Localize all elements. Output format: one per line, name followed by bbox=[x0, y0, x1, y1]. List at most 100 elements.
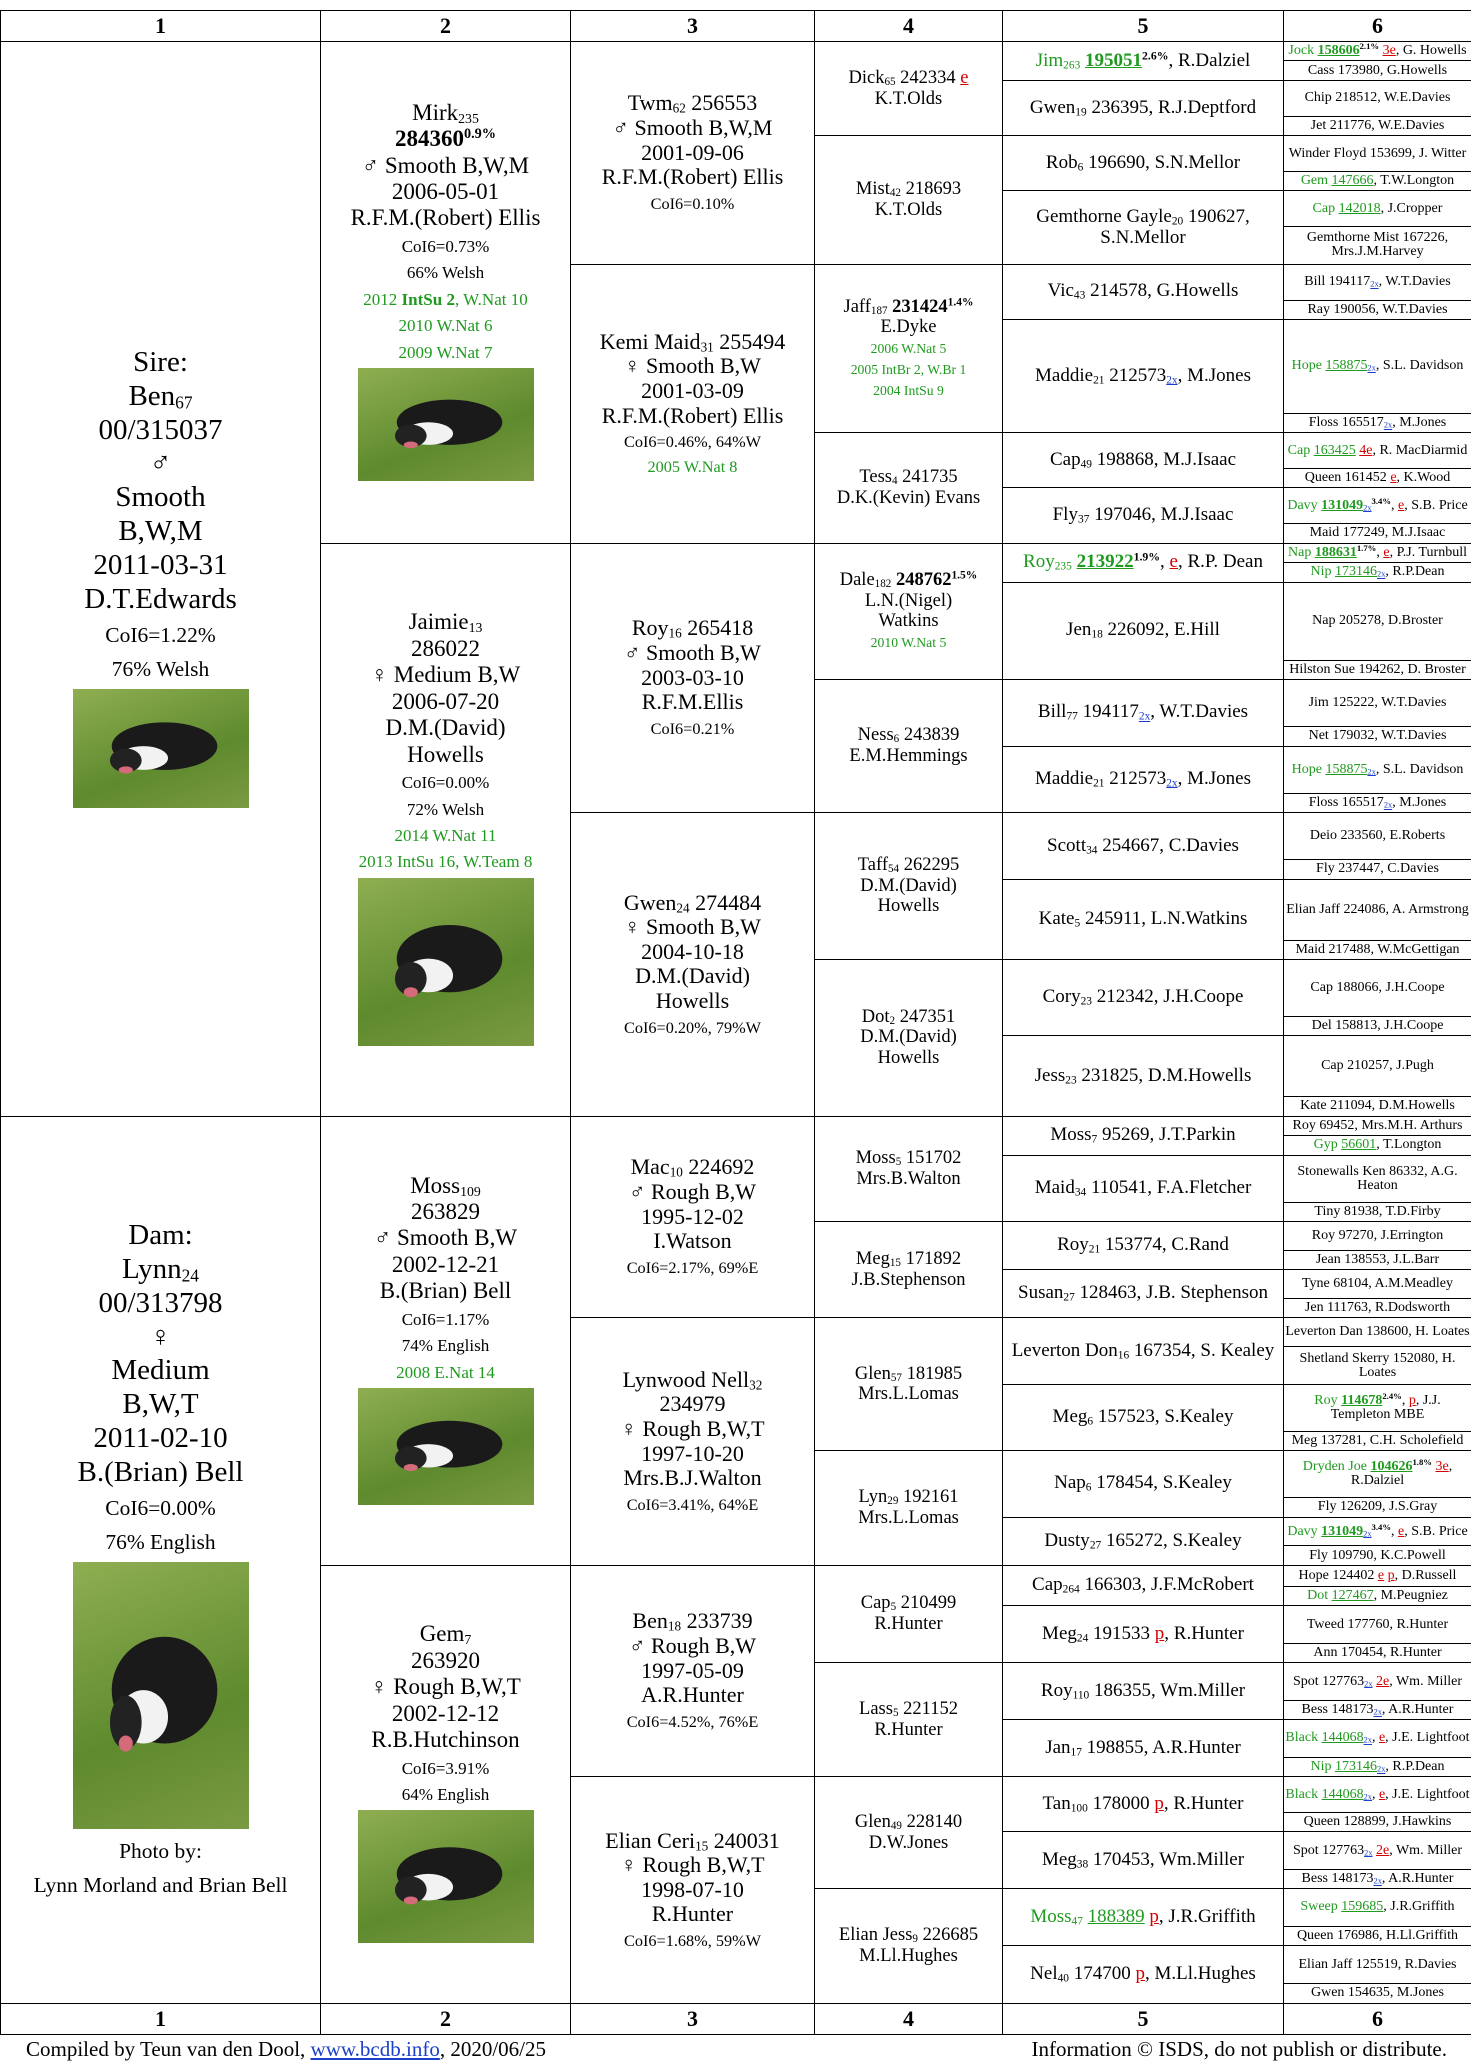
text-line: Meg 137281, C.H. Scholefield bbox=[1285, 1434, 1470, 1448]
text-line: 1998-07-10 bbox=[573, 1878, 812, 1903]
link[interactable]: 158875 bbox=[1325, 358, 1367, 373]
text: Spot 127763 bbox=[1293, 1843, 1364, 1858]
link[interactable]: 56601 bbox=[1341, 1137, 1376, 1152]
text-line: Rob6 196690, S.N.Mellor bbox=[1005, 153, 1281, 174]
link[interactable]: 147666 bbox=[1332, 173, 1374, 188]
text: Vic bbox=[1048, 280, 1074, 301]
text: Lynwood Nell bbox=[623, 1367, 750, 1392]
link[interactable]: 2x bbox=[1364, 1736, 1372, 1745]
link[interactable]: 173146 bbox=[1335, 564, 1377, 579]
link[interactable]: p bbox=[1155, 1623, 1165, 1644]
link[interactable]: 3e bbox=[1383, 43, 1396, 58]
text: Jock bbox=[1288, 43, 1317, 58]
link[interactable]: 158606 bbox=[1318, 43, 1360, 58]
link[interactable]: 158875 bbox=[1325, 762, 1367, 777]
link[interactable]: 2x bbox=[1364, 1792, 1372, 1801]
link[interactable]: 3e bbox=[1435, 1459, 1448, 1474]
text-line: CoI6=0.20%, 79%W bbox=[573, 1014, 812, 1039]
dog-cell: Roy235 2139221.9%, e, R.P. Dean bbox=[1003, 543, 1284, 582]
link[interactable]: 2x bbox=[1374, 1877, 1382, 1886]
text: Shetland Skerry 152080, H. Loates bbox=[1300, 1351, 1456, 1380]
link[interactable]: 2x bbox=[1367, 767, 1375, 776]
link[interactable]: p bbox=[1154, 1793, 1164, 1814]
link[interactable]: 4e bbox=[1359, 443, 1372, 458]
link[interactable]: e bbox=[1170, 551, 1178, 572]
text: 2004-10-18 bbox=[641, 939, 744, 964]
text: ♀ Smooth B,W bbox=[624, 353, 761, 378]
link[interactable]: 131049 bbox=[1321, 1524, 1363, 1539]
text: IntSu 2 bbox=[402, 290, 455, 309]
link[interactable]: www.bcdb.info bbox=[311, 2037, 440, 2061]
text: Elian Ceri bbox=[605, 1828, 695, 1853]
link[interactable]: 188631 bbox=[1315, 545, 1357, 560]
dog-cell: Davy 1310492x3.4%, e, S.B. Price bbox=[1284, 1517, 1471, 1546]
link[interactable]: 173146 bbox=[1335, 1759, 1377, 1774]
link[interactable]: 213922 bbox=[1077, 551, 1134, 572]
dog-cell: Bess 1481732x, A.R.Hunter bbox=[1284, 1700, 1471, 1719]
link[interactable]: 2x bbox=[1363, 1529, 1371, 1538]
text-line: Lyn29 192161 bbox=[817, 1487, 1000, 1508]
dog-cell: Fly 109790, K.C.Powell bbox=[1284, 1546, 1471, 1565]
text-line: 2006 W.Nat 5 bbox=[817, 338, 1000, 359]
text: CoI6=0.10% bbox=[651, 194, 735, 213]
link[interactable]: 144068 bbox=[1322, 1730, 1364, 1745]
link[interactable]: 2x bbox=[1166, 777, 1177, 789]
link[interactable]: 2x bbox=[1370, 280, 1378, 289]
text: , bbox=[1391, 1524, 1398, 1539]
text: CoI6=0.21% bbox=[651, 719, 735, 738]
link[interactable]: p bbox=[1136, 1963, 1146, 1984]
link[interactable]: 2x bbox=[1367, 364, 1375, 373]
dog-cell: Queen 128899, J.Hawkins bbox=[1284, 1812, 1471, 1831]
text-line: Nap6 178454, S.Kealey bbox=[1005, 1473, 1281, 1494]
link[interactable]: e bbox=[960, 68, 968, 88]
text: Del 158813, J.H.Coope bbox=[1312, 1018, 1444, 1033]
link[interactable]: 131049 bbox=[1321, 498, 1363, 513]
link[interactable]: 2e bbox=[1376, 1843, 1389, 1858]
link[interactable]: 2x bbox=[1384, 801, 1392, 810]
text-line: Mrs.B.J.Walton bbox=[573, 1466, 812, 1491]
text: , M.Ll.Hughes bbox=[1145, 1963, 1256, 1984]
dog-cell: Cap 163425 4e, R. MacDiarmid bbox=[1284, 433, 1471, 469]
text: 128463, J.B. Stephenson bbox=[1075, 1282, 1268, 1303]
link[interactable]: 127467 bbox=[1332, 1588, 1374, 1603]
link[interactable]: p bbox=[1149, 1906, 1159, 1927]
text: Lynn bbox=[122, 1253, 182, 1285]
text: Dam: bbox=[128, 1219, 192, 1251]
text-line: Nel40 174700 p, M.Ll.Hughes bbox=[1005, 1964, 1281, 1985]
link[interactable]: 2x bbox=[1374, 1708, 1382, 1717]
link[interactable]: 2x bbox=[1364, 1679, 1372, 1688]
text: Glen bbox=[855, 1364, 891, 1384]
link[interactable]: 2x bbox=[1139, 711, 1150, 723]
link[interactable]: 2x bbox=[1166, 374, 1177, 386]
link[interactable]: 2x bbox=[1364, 1848, 1372, 1857]
link[interactable]: 163425 bbox=[1314, 443, 1356, 458]
text-line: Spot 1277632x 2e, Wm. Miller bbox=[1285, 1844, 1470, 1858]
text: Fly 126209, J.S.Gray bbox=[1318, 1499, 1437, 1514]
link[interactable]: 144068 bbox=[1322, 1787, 1364, 1802]
text-line: Cap49 198868, M.J.Isaac bbox=[1005, 450, 1281, 471]
link[interactable]: 2x bbox=[1363, 503, 1371, 512]
text: Ann 170454, R.Hunter bbox=[1313, 1645, 1441, 1660]
text: 218693 bbox=[901, 179, 961, 199]
dog-cell: Hope 1588752x, S.L. Davidson bbox=[1284, 320, 1471, 414]
dog-photo bbox=[358, 1388, 534, 1505]
link[interactable]: 2e bbox=[1376, 1674, 1389, 1689]
link[interactable]: 142018 bbox=[1339, 201, 1381, 216]
text-line: J.B.Stephenson bbox=[817, 1270, 1000, 1291]
link[interactable]: 159685 bbox=[1341, 1899, 1383, 1914]
link[interactable]: 114678 bbox=[1341, 1393, 1382, 1408]
link[interactable]: 188389 bbox=[1088, 1906, 1145, 1927]
text-line: Bill 1941172x, W.T.Davies bbox=[1285, 275, 1470, 289]
text: , G. Howells bbox=[1396, 43, 1467, 58]
link[interactable]: p bbox=[1388, 1568, 1395, 1583]
link[interactable]: 104626 bbox=[1370, 1459, 1412, 1474]
link[interactable]: p bbox=[1409, 1393, 1416, 1408]
link[interactable]: 2x bbox=[1384, 421, 1392, 430]
link[interactable]: 195051 bbox=[1085, 50, 1142, 71]
dog-cell: Hilston Sue 194262, D. Broster bbox=[1284, 660, 1471, 679]
